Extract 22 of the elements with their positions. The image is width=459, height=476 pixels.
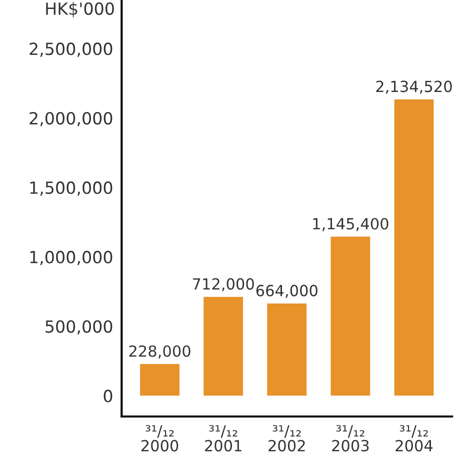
bar — [267, 303, 307, 396]
y-axis-title: HK$'000 — [46, 2, 114, 18]
x-tick-label: ³¹/₁₂ 2001 — [205, 425, 242, 452]
bar — [394, 99, 434, 396]
y-tick-label: 2,500,000 — [30, 42, 112, 57]
x-tick-label: ³¹/₁₂ 2002 — [268, 425, 305, 452]
data-label: 228,000 — [129, 345, 190, 358]
data-label: 664,000 — [256, 284, 318, 298]
y-tick-label: 1,500,000 — [30, 181, 112, 196]
y-tick-label: 1,000,000 — [30, 250, 112, 266]
x-tick-label: ³¹/₁₂ 2000 — [141, 425, 178, 452]
bar — [330, 236, 370, 396]
data-label: 2,134,520 — [376, 80, 452, 94]
data-label: 712,000 — [192, 278, 254, 292]
bar — [140, 364, 180, 396]
y-tick-label: 2,000,000 — [30, 112, 112, 126]
x-tick-label: ³¹/₁₂ 2003 — [332, 425, 369, 452]
bar — [204, 296, 244, 396]
data-label: 1,145,400 — [313, 218, 388, 232]
y-tick-label: 500,000 — [46, 320, 112, 335]
y-tick-label: 0 — [104, 390, 112, 402]
x-tick-label: ³¹/₁₂ 2004 — [396, 425, 433, 452]
